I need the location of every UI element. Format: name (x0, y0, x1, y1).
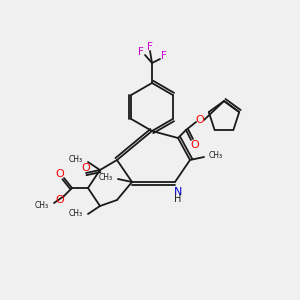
Text: O: O (56, 169, 64, 179)
Text: O: O (82, 163, 90, 173)
Text: F: F (138, 47, 144, 57)
Text: O: O (56, 195, 64, 205)
Text: F: F (147, 42, 153, 52)
Text: N: N (174, 187, 182, 197)
Text: H: H (174, 194, 182, 204)
Text: CH₃: CH₃ (209, 151, 223, 160)
Text: O: O (196, 115, 204, 125)
Text: CH₃: CH₃ (35, 200, 49, 209)
Text: F: F (161, 51, 167, 61)
Text: CH₃: CH₃ (69, 155, 83, 164)
Text: CH₃: CH₃ (99, 172, 113, 182)
Text: CH₃: CH₃ (69, 209, 83, 218)
Text: O: O (190, 140, 200, 150)
